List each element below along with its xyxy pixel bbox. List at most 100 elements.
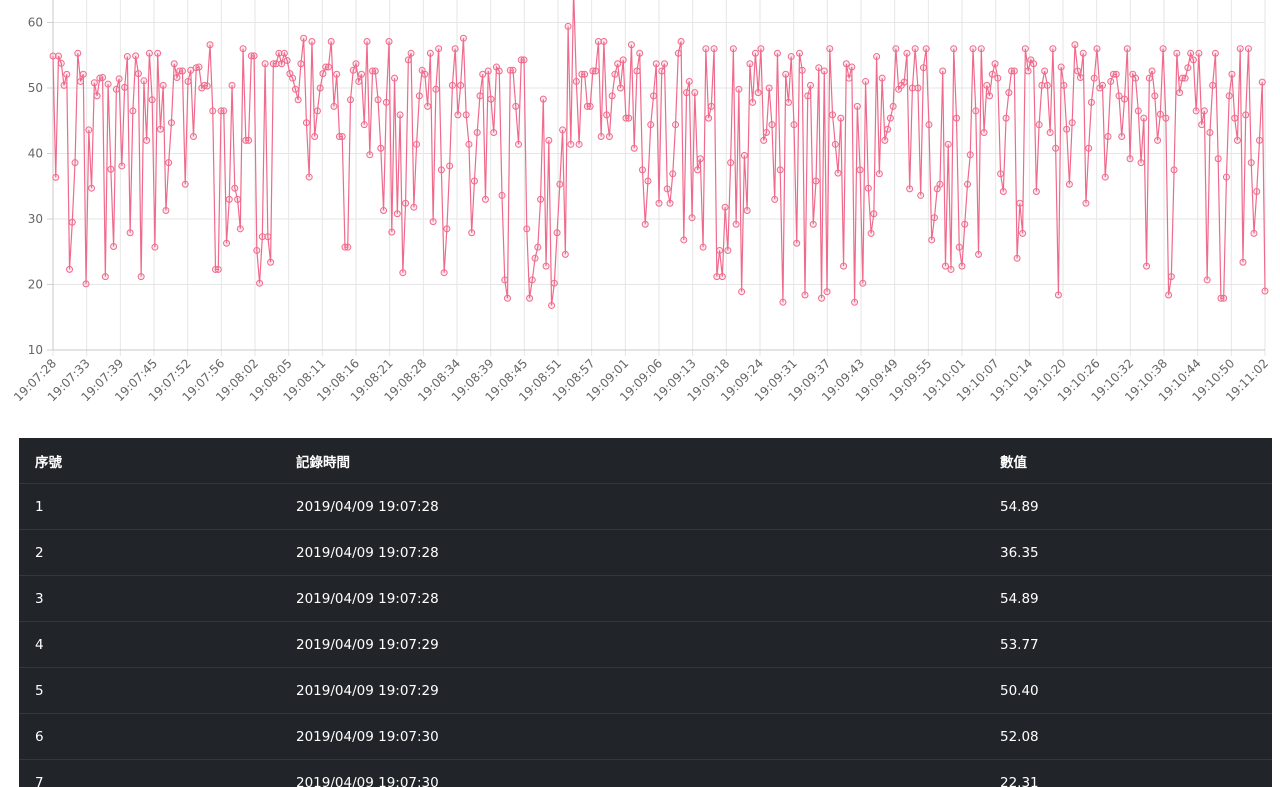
data-point [928, 236, 936, 244]
data-point [203, 82, 211, 90]
data-point [614, 60, 622, 68]
data-point [999, 187, 1007, 195]
data-point [432, 85, 440, 93]
data-point [716, 246, 724, 254]
data-point [448, 81, 456, 89]
data-point [495, 67, 503, 75]
data-point [236, 225, 244, 233]
data-point [718, 273, 726, 281]
data-point [137, 273, 145, 281]
cell-record-time: 2019/04/09 19:07:28 [280, 529, 984, 576]
data-point [407, 49, 415, 57]
data-point [313, 107, 321, 115]
data-point [856, 166, 864, 174]
data-point [410, 203, 418, 211]
data-point [647, 121, 655, 129]
data-point [1085, 144, 1093, 152]
data-point [99, 74, 107, 82]
data-point [220, 107, 228, 115]
data-point [807, 81, 814, 89]
data-point [526, 294, 534, 302]
data-point [415, 92, 423, 100]
data-point [173, 74, 181, 82]
data-point [1236, 45, 1244, 53]
data-point [749, 98, 757, 106]
data-point [470, 177, 478, 185]
data-point [746, 60, 754, 68]
data-point [479, 70, 487, 78]
data-point [862, 77, 870, 85]
data-point [358, 70, 366, 78]
data-point [209, 107, 217, 115]
data-point [206, 41, 214, 49]
header-value: 數值 [984, 438, 1272, 484]
data-point [581, 70, 589, 78]
data-point [705, 114, 713, 122]
data-point [380, 206, 388, 214]
cell-index: 5 [19, 667, 280, 714]
data-point [820, 67, 828, 75]
data-point [366, 151, 374, 159]
data-point [1063, 125, 1071, 133]
data-point [564, 22, 572, 30]
data-point [859, 279, 867, 287]
data-point [55, 52, 63, 60]
data-point [818, 294, 826, 302]
data-point [305, 173, 313, 181]
data-point [66, 265, 74, 273]
data-point [291, 85, 299, 93]
data-point [903, 49, 911, 57]
data-point [966, 151, 974, 159]
cell-record-time: 2019/04/09 19:07:28 [280, 483, 984, 530]
data-point [787, 53, 795, 61]
data-point [575, 140, 583, 148]
data-point [264, 233, 272, 241]
data-point [327, 38, 335, 45]
data-point [223, 239, 231, 247]
data-point [619, 56, 627, 64]
table-row: 6 2019/04/09 19:07:30 52.08 [19, 713, 1272, 760]
y-tick-label: 60 [28, 16, 43, 30]
data-point [1170, 166, 1178, 174]
data-point [289, 74, 297, 82]
data-point [1071, 41, 1079, 49]
data-point [1239, 258, 1247, 266]
data-point [278, 60, 286, 68]
data-point [1192, 107, 1200, 115]
data-point [754, 89, 762, 97]
data-point [972, 107, 980, 115]
data-point [603, 111, 611, 119]
data-point [688, 214, 696, 222]
data-point [831, 140, 839, 148]
data-point [1132, 74, 1140, 82]
data-point [798, 66, 806, 74]
data-point [696, 155, 704, 163]
data-point [1016, 199, 1024, 207]
table-row: 7 2019/04/09 19:07:30 22.31 [19, 759, 1272, 787]
data-point [1046, 129, 1054, 137]
data-point [870, 210, 878, 218]
data-point [1068, 119, 1076, 127]
data-point [724, 246, 732, 254]
data-point [925, 121, 933, 129]
data-point [399, 269, 407, 277]
data-point [771, 195, 779, 203]
data-point [509, 66, 517, 74]
data-point [804, 92, 812, 100]
data-point [316, 84, 324, 92]
data-point [735, 85, 743, 93]
data-point [952, 114, 960, 122]
cell-index: 1 [19, 483, 280, 530]
data-point [812, 177, 820, 185]
data-point [393, 210, 401, 218]
line-chart-svg: 10203040506019:07:2819:07:3319:07:3919:0… [11, 0, 1271, 404]
data-point [1098, 81, 1106, 89]
data-point [892, 45, 900, 53]
data-point [683, 89, 691, 97]
data-point [1090, 74, 1098, 82]
data-point [121, 83, 129, 91]
series-line [52, 0, 1266, 306]
data-point [451, 45, 459, 53]
data-point [77, 77, 85, 85]
data-point [1165, 291, 1173, 299]
